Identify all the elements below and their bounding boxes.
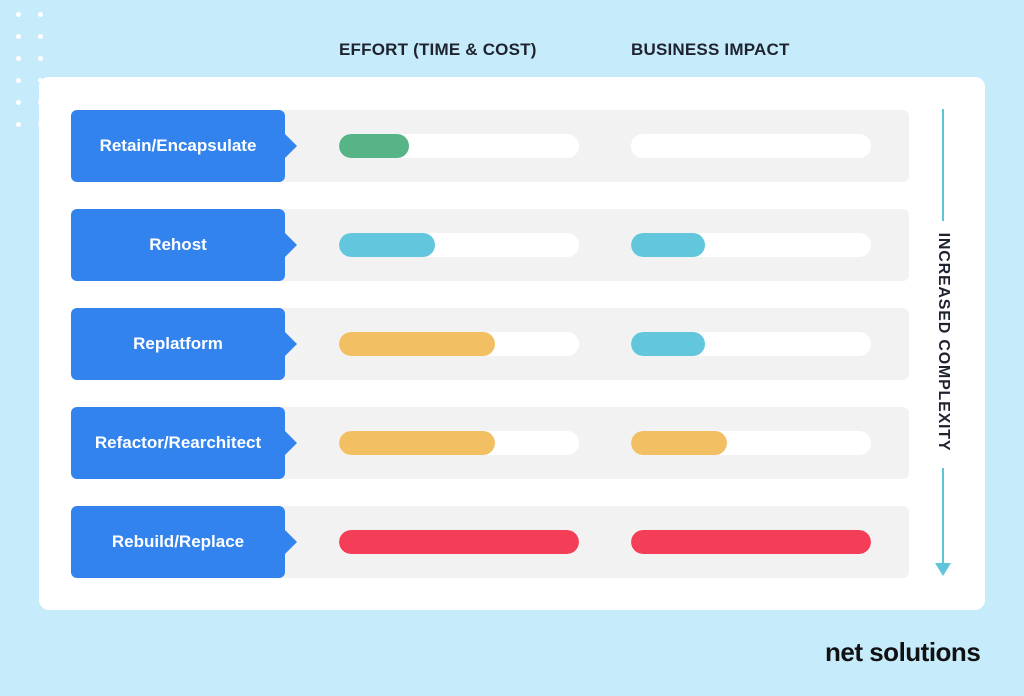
impact-bar-track bbox=[631, 431, 871, 455]
complexity-axis-label: INCREASED COMPLEXITY bbox=[935, 232, 952, 452]
impact-column-header: BUSINESS IMPACT bbox=[631, 40, 790, 59]
strategy-row: Replatform bbox=[71, 308, 909, 380]
effort-bar bbox=[339, 233, 435, 257]
effort-bar bbox=[339, 530, 579, 554]
strategy-row: Retain/Encapsulate bbox=[71, 110, 909, 182]
effort-column-header: EFFORT (TIME & COST) bbox=[339, 40, 537, 59]
strategy-label: Replatform bbox=[71, 308, 297, 380]
strategy-row: Rebuild/Replace bbox=[71, 506, 909, 578]
effort-bar-track bbox=[339, 233, 579, 257]
effort-bar bbox=[339, 332, 495, 356]
strategy-row: Refactor/Rearchitect bbox=[71, 407, 909, 479]
effort-bar bbox=[339, 431, 495, 455]
effort-bar-track bbox=[339, 332, 579, 356]
impact-bar-track bbox=[631, 233, 871, 257]
impact-bar-track bbox=[631, 530, 871, 554]
strategy-label: Retain/Encapsulate bbox=[71, 110, 297, 182]
strategy-label: Rebuild/Replace bbox=[71, 506, 297, 578]
effort-bar-track bbox=[339, 431, 579, 455]
arrow-down-icon bbox=[935, 563, 951, 576]
complexity-axis-line-top bbox=[942, 109, 944, 221]
impact-bar bbox=[631, 332, 705, 356]
net-solutions-logo: net solutions bbox=[825, 637, 981, 667]
strategy-label: Refactor/Rearchitect bbox=[71, 407, 297, 479]
strategy-row: Rehost bbox=[71, 209, 909, 281]
impact-bar bbox=[631, 233, 705, 257]
impact-bar bbox=[631, 530, 871, 554]
impact-bar-track bbox=[631, 134, 871, 158]
effort-bar-track bbox=[339, 530, 579, 554]
effort-bar-track bbox=[339, 134, 579, 158]
impact-bar bbox=[631, 431, 727, 455]
strategy-label: Rehost bbox=[71, 209, 297, 281]
complexity-axis-line-bottom bbox=[942, 468, 944, 564]
effort-bar bbox=[339, 134, 409, 158]
impact-bar-track bbox=[631, 332, 871, 356]
